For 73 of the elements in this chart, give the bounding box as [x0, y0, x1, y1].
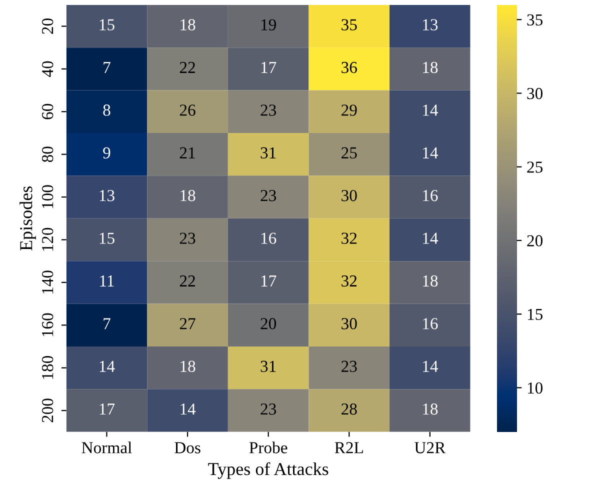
data-label: 16: [423, 318, 438, 330]
data-label: 8: [103, 104, 110, 116]
data-label: 17: [261, 275, 276, 286]
data-label: 23: [180, 232, 196, 244]
x-tick-label: R2L: [334, 442, 363, 454]
data-label: 13: [423, 19, 438, 30]
data-label: 7: [104, 318, 110, 330]
x-tick-label: U2R: [414, 442, 446, 454]
data-label: 14: [423, 360, 438, 372]
y-tick-label: 200: [42, 398, 54, 422]
data-label: 31: [260, 360, 276, 372]
y-axis-title: Episodes: [20, 186, 36, 250]
data-label: 14: [423, 147, 438, 158]
y-tick-label: 60: [42, 104, 54, 120]
color-bar-label: 25: [527, 162, 543, 173]
data-label: 9: [103, 147, 110, 158]
data-label: 15: [100, 19, 114, 30]
x-tick-label: Probe: [249, 442, 288, 454]
data-label: 22: [180, 62, 195, 73]
data-label: 19: [261, 19, 276, 30]
data-label: 32: [342, 275, 357, 287]
x-tick-label: Dos: [174, 442, 200, 454]
y-tick-label: 40: [42, 61, 54, 77]
y-tick-label: 100: [42, 185, 54, 208]
data-label: 28: [342, 403, 357, 415]
color-bar-label: 35: [527, 14, 543, 26]
data-label: 18: [180, 360, 196, 372]
data-label: 22: [180, 275, 195, 286]
data-label: 27: [180, 318, 196, 330]
y-tick-label: 80: [42, 146, 54, 162]
data-label: 18: [180, 19, 196, 30]
color-bar-label: 15: [528, 308, 543, 320]
data-label: 23: [260, 104, 276, 116]
data-label: 23: [342, 360, 357, 372]
data-label: 31: [260, 147, 276, 158]
data-label: 11: [100, 275, 114, 286]
data-label: 17: [100, 404, 115, 415]
y-tick-label: 140: [42, 270, 54, 294]
data-label: 23: [260, 404, 276, 415]
data-label: 25: [342, 147, 357, 158]
x-tick-label: Normal: [82, 442, 132, 454]
y-tick-label: 120: [42, 228, 54, 251]
data-label: 30: [342, 318, 357, 330]
data-label: 36: [342, 62, 357, 74]
data-label: 15: [100, 232, 114, 244]
data-label: 20: [260, 318, 276, 330]
color-bar-label: 30: [527, 88, 543, 100]
data-label: 26: [180, 104, 196, 116]
data-label: 21: [180, 147, 195, 158]
data-label: 18: [423, 62, 438, 74]
data-label: 17: [261, 62, 276, 73]
data-label: 18: [423, 275, 438, 287]
data-label: 13: [100, 190, 114, 202]
data-label: 23: [260, 190, 276, 202]
data-label: 29: [342, 104, 357, 116]
y-tick-label: 20: [42, 18, 54, 34]
data-label: 18: [423, 403, 438, 415]
data-label: 14: [100, 360, 115, 372]
data-label: 16: [261, 232, 276, 244]
data-label: 18: [180, 190, 196, 202]
x-axis-title: Types of Attacks: [208, 462, 328, 479]
y-tick-label: 180: [42, 356, 54, 379]
y-tick-label: 160: [42, 313, 54, 336]
data-label: 14: [180, 404, 196, 415]
data-label: 35: [342, 19, 357, 30]
color-bar-label: 10: [528, 382, 543, 394]
data-label: 14: [423, 104, 438, 116]
data-label: 32: [342, 232, 357, 244]
data-label: 14: [423, 232, 438, 244]
data-label: 16: [423, 190, 438, 202]
data-label: 7: [104, 62, 110, 73]
color-bar-label: 20: [527, 235, 543, 246]
data-label: 30: [342, 190, 357, 202]
